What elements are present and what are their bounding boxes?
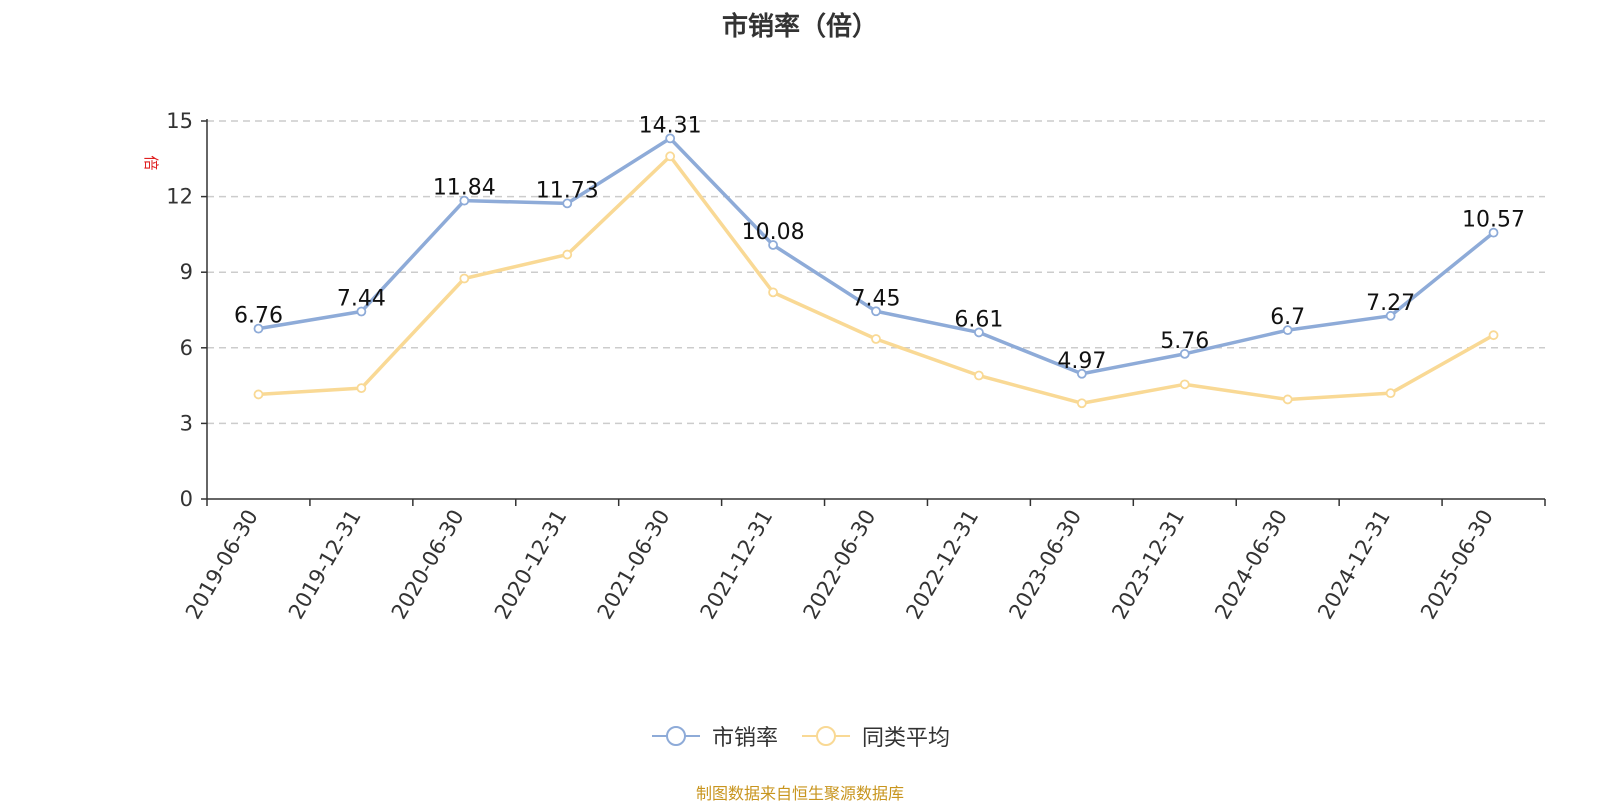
data-label: 7.44 (337, 287, 386, 312)
data-label: 11.84 (433, 176, 496, 201)
x-tick-label: 2025-06-30 (1416, 506, 1498, 624)
data-label: 4.97 (1057, 349, 1106, 374)
legend-series-1-icon (651, 726, 700, 746)
legend-item-series-1[interactable]: 市销率 (650, 720, 778, 752)
y-tick-label: 15 (166, 109, 193, 133)
x-tick-label: 2022-12-31 (901, 506, 983, 624)
x-tick-label: 2019-12-31 (284, 506, 366, 624)
series-2-point (1179, 379, 1190, 390)
data-label: 5.76 (1160, 329, 1209, 354)
x-tick-label: 2019-06-30 (181, 506, 263, 624)
series-1-point (1282, 325, 1293, 336)
y-tick-label: 6 (180, 336, 193, 360)
data-label: 11.73 (536, 178, 599, 203)
series-1-point (253, 323, 264, 334)
y-tick-label: 9 (180, 260, 193, 284)
x-tick-label: 2023-06-30 (1004, 506, 1086, 624)
series-2-point (253, 389, 264, 400)
legend-series-2-icon (802, 726, 850, 746)
series-1-point (871, 306, 881, 317)
x-tick-label: 2024-12-31 (1313, 506, 1395, 624)
x-tick-label: 2024-06-30 (1210, 506, 1292, 624)
series-1-point (1385, 310, 1396, 321)
y-tick-label: 0 (180, 487, 193, 511)
chart-title: 市销率（倍） (721, 12, 878, 42)
x-tick-label: 2020-06-30 (387, 506, 469, 624)
series-1-point (974, 327, 984, 338)
series-1-point (562, 198, 573, 209)
series-2-point (665, 151, 676, 162)
grid-lines (207, 120, 1545, 425)
legend: 市销率 同类平均 (0, 720, 1600, 752)
axes: 0 3 6 9 12 15 倍 2019-06-30 2019-12-31 2020-06-30 2… (142, 109, 1546, 624)
series-2-point (871, 334, 881, 344)
data-labels: 6.76 7.44 11.84 11.73 14.31 10.08 7.45 6.61 4.97… (234, 113, 1525, 373)
data-label: 10.57 (1462, 208, 1525, 233)
series-1-point (768, 240, 778, 250)
x-tick-label: 2021-06-30 (593, 506, 675, 624)
series-2-point (562, 249, 573, 260)
data-label: 7.27 (1366, 291, 1415, 316)
series-lines (253, 133, 1499, 409)
x-tick-label: 2020-12-31 (490, 506, 572, 624)
data-label: 6.61 (954, 307, 1003, 332)
legend-label-series-1: 市销率 (711, 726, 778, 751)
y-axis-label: 倍 (142, 155, 160, 170)
series-1-point (459, 195, 470, 206)
y-tick-label: 12 (166, 185, 193, 209)
data-label: 6.7 (1270, 305, 1305, 330)
series-1-point (665, 133, 676, 144)
x-tick-label: 2023-12-31 (1107, 506, 1189, 624)
series-1-point (1076, 368, 1087, 379)
series-2-point (768, 287, 778, 298)
legend-item-series-2[interactable]: 同类平均 (800, 720, 950, 752)
series-1-point (1488, 227, 1499, 238)
source-note: 制图数据来自恒生聚源数据库 (695, 784, 904, 803)
series-2-point (1488, 330, 1499, 341)
data-label: 7.45 (852, 286, 901, 311)
series-2-point (356, 383, 367, 394)
x-tick-label: 2021-12-31 (696, 506, 778, 624)
data-label: 14.31 (639, 113, 702, 138)
data-label: 10.08 (742, 220, 805, 245)
series-1-point (1179, 348, 1190, 359)
x-tick-label: 2022-06-30 (799, 506, 881, 624)
series-2-point (459, 273, 470, 284)
y-tick-label: 3 (180, 411, 193, 435)
series-2-point (1385, 388, 1396, 399)
series-2-point (974, 370, 984, 381)
legend-label-series-2: 同类平均 (862, 726, 951, 751)
series-2-point (1282, 394, 1293, 405)
data-label: 6.76 (234, 304, 283, 329)
series-1-point (356, 306, 367, 317)
series-2-point (1076, 398, 1087, 409)
